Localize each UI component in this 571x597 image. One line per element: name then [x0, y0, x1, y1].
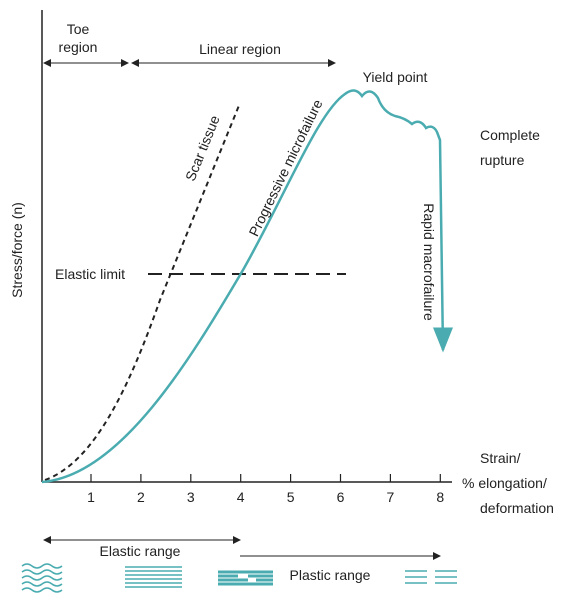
toe-label: Toe — [67, 21, 90, 37]
x-tick-label: 7 — [387, 489, 395, 505]
y-axis-label: Stress/force (n) — [9, 202, 25, 298]
rupture-label: Complete — [480, 127, 540, 143]
scar-label: Scar tissue — [182, 113, 223, 183]
x-axis-label: % elongation/ — [462, 475, 547, 491]
plastic-range-label: Plastic range — [290, 567, 371, 583]
x-tick-label: 8 — [436, 489, 444, 505]
x-axis-label: Strain/ — [480, 450, 521, 466]
macrofailure-label: Rapid macrofailure — [421, 203, 437, 321]
elastic-range-label: Elastic range — [100, 543, 181, 559]
microfailure-label: Progressive microfailure — [245, 97, 325, 239]
structure-icons — [22, 564, 457, 592]
x-tick-label: 5 — [287, 489, 295, 505]
elastic-limit-label: Elastic limit — [55, 266, 125, 282]
x-tick-label: 3 — [187, 489, 195, 505]
toe-label: region — [59, 39, 98, 55]
yield-label: Yield point — [363, 69, 428, 85]
x-tick-label: 2 — [137, 489, 145, 505]
x-tick-label: 4 — [237, 489, 245, 505]
rupture-label: rupture — [480, 152, 525, 168]
scar-tissue-curve — [45, 103, 240, 480]
stress-strain-diagram: Toe region Linear region Yield point Complet… — [0, 0, 571, 597]
x-tick-label: 6 — [337, 489, 345, 505]
x-axis-label: deformation — [480, 500, 554, 516]
x-tick-label: 1 — [87, 489, 95, 505]
stress-strain-curve — [42, 90, 443, 482]
linear-label: Linear region — [199, 41, 281, 57]
